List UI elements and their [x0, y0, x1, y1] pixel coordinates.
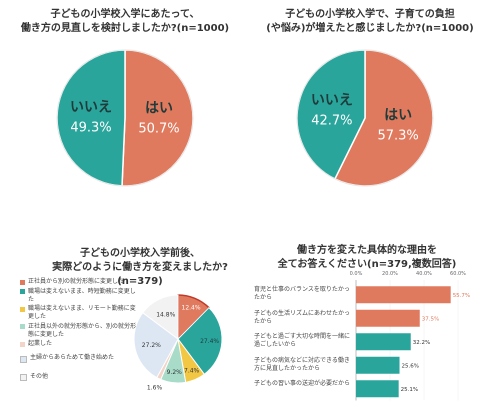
- pie1-slice-0: [121, 49, 194, 187]
- bar-category-label-3: 子どもの病気などに対応できる働き方に見直したかったから: [254, 356, 350, 372]
- pie1-label-1: いいえ: [70, 99, 112, 115]
- legend-item: 職場は変えないまま、リモート勤務に変更した: [20, 305, 138, 321]
- bar-value-label-1: 37.5%: [422, 316, 439, 322]
- pie1-value-1: 49.3%: [70, 120, 111, 135]
- pie3-slice-1: [177, 306, 223, 375]
- pie3-value-6: 14.8%: [156, 312, 175, 319]
- legend-item: 起業した: [20, 340, 138, 348]
- legend-label: 正社員から別の就労形態に変更した: [28, 278, 125, 285]
- pie3-title: 子どもの小学校入学前後、 実際どのように働き方を変えましたか?(n=379): [52, 248, 228, 287]
- legend-swatch: [20, 289, 25, 294]
- legend-swatch: [20, 324, 25, 329]
- legend-swatch: [20, 306, 25, 312]
- legend-label: 主婦からあらためて働き始めた: [30, 354, 115, 361]
- bar-title: 働き方を変えた具体的な理由を 全てお答えください(n=379,複数回答): [277, 245, 457, 270]
- pie3-value-5: 27.2%: [142, 342, 161, 349]
- bar-2: [356, 333, 411, 351]
- bar-value-label-3: 25.6%: [402, 363, 419, 369]
- pie1-chart: はい 50.7% いいえ 49.3%: [56, 49, 194, 187]
- legend-item: その他: [20, 372, 138, 381]
- bar-chart: 0.0% 20.0% 40.0% 60.0% 55.7% 37.5% 32.2% 25.6% 2…: [350, 271, 470, 401]
- bar-tick-label: 40.0%: [416, 271, 432, 277]
- bar-tick-label: 20.0%: [382, 271, 398, 277]
- legend-label: 職場は変えないまま、リモート勤務に変更した: [28, 305, 136, 320]
- legend-swatch: [20, 374, 27, 381]
- legend-label: 職場は変えないまま、時短勤務に変更した: [28, 287, 136, 303]
- legend-item: 正社員から別の就労形態に変更した: [20, 278, 138, 286]
- pie2-title: 子どもの小学校入学で、子育ての負担 (や悩み)が増えたと感じましたか?(n=10…: [266, 9, 474, 34]
- bar-1: [356, 309, 420, 327]
- bar-category-label-4: 子どもの習い事の送迎が必要だから: [254, 380, 351, 387]
- pie2-value-1: 42.7%: [311, 113, 352, 128]
- pie1-title: 子どもの小学校入学にあたって、 働き方の見直しを検討しましたか?(n=1000): [20, 9, 230, 34]
- pie2-outline: [296, 49, 434, 187]
- pie1-slice-1: [56, 49, 126, 187]
- bar-4: [356, 380, 399, 398]
- pie2-label-1: いいえ: [311, 92, 353, 108]
- pie1-value-0: 50.7%: [138, 122, 179, 137]
- bar-category-label-1: 子どもの生活リズムにあわせたかったから: [254, 309, 351, 325]
- legend-item: 職場は変えないまま、時短勤務に変更した: [20, 288, 138, 304]
- legend-swatch: [20, 279, 25, 285]
- bar-0: [356, 286, 451, 304]
- pie3-value-4: 1.6%: [147, 384, 163, 391]
- pie3-value-1: 27.4%: [200, 338, 219, 345]
- pie3-legend: 正社員から別の就労形態に変更した職場は変えないまま、時短勤務に変更した 職場は変え…: [20, 278, 138, 383]
- legend-label: 起業した: [28, 340, 53, 347]
- pie3-value-0: 12.4%: [182, 304, 201, 311]
- bar-tick-label: 60.0%: [450, 271, 466, 277]
- legend-label: 正社員以外の就労形態から、別の就労形態に変更した: [28, 322, 137, 338]
- pie3-value-2: 7.4%: [184, 367, 200, 374]
- pie2-chart: はい 57.3% いいえ 42.7%: [296, 49, 434, 187]
- bar-value-label-0: 55.7%: [453, 293, 470, 299]
- pie1-label-0: はい: [145, 101, 173, 117]
- legend-swatch: [20, 341, 25, 347]
- bar-category-label-2: 子どもと過ごす大切な時間を一緒に過ごしたいから: [254, 333, 350, 348]
- bar-value-label-2: 32.2%: [413, 340, 430, 346]
- legend-swatch: [20, 355, 27, 363]
- bar-value-label-4: 25.1%: [401, 387, 418, 393]
- pie2-label-0: はい: [384, 108, 412, 124]
- bar-3: [356, 356, 400, 374]
- pie1-outline: [56, 49, 194, 187]
- legend-label: その他: [30, 372, 49, 380]
- legend-item: 正社員以外の就労形態から、別の就労形態に変更した: [20, 323, 138, 339]
- legend-item: 主婦からあらためて働き始めた: [20, 354, 138, 363]
- pie2-value-0: 57.3%: [377, 129, 418, 144]
- pie3-chart: 12.4% 27.4% 7.4%9.2% 1.6% 27.2% 14.8%: [133, 294, 223, 391]
- pie3-slice-5: [133, 311, 179, 379]
- pie3-slice-6: [142, 294, 179, 340]
- bar-tick-label: 0.0%: [350, 271, 363, 277]
- pie3-value-3: 9.2%: [167, 369, 183, 376]
- bar-category-label-0: 育児と仕事のバランスを取りたかったから: [254, 286, 350, 301]
